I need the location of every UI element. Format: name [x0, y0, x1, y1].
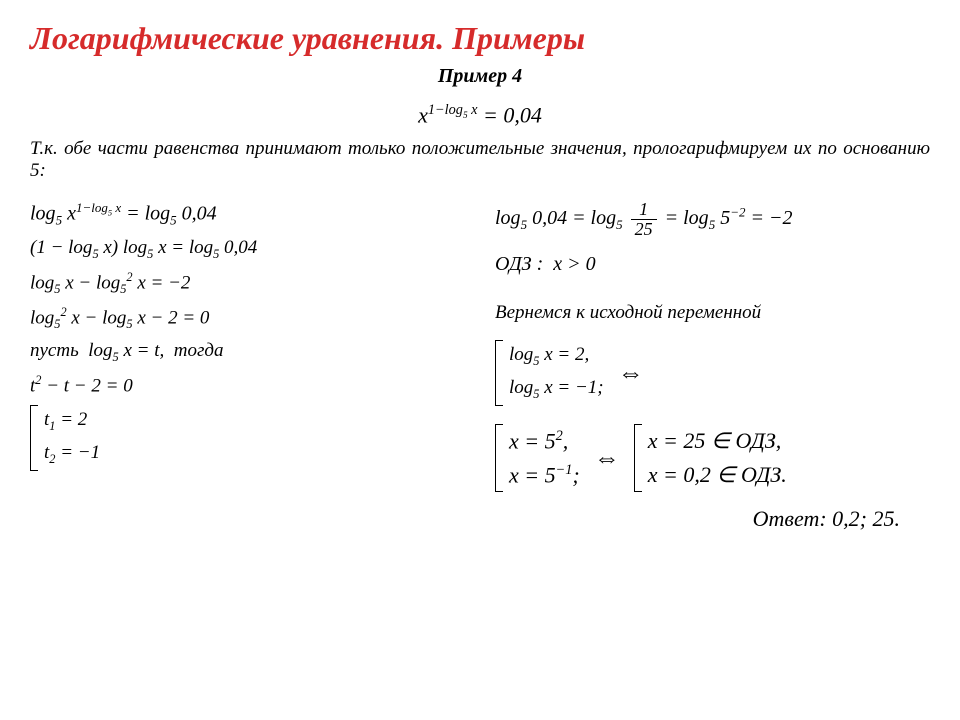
back-to-original-label: Вернемся к исходной переменной [495, 302, 930, 324]
explanation-text: Т.к. обе части равенства принимают тольк… [30, 138, 930, 182]
example-number: Пример 4 [30, 65, 930, 88]
answer-case-2: x = 0,2 ∈ ОДЗ. [648, 462, 787, 488]
quadratic-eq: t2 − t − 2 = 0 [30, 373, 465, 397]
log-system-row: log5 x = 2, log5 x = −1; ⇔ [495, 332, 930, 414]
eq-expand: (1 − log5 x) log5 x = log5 0,04 [30, 237, 465, 262]
page-title: Логарифмические уравнения. Примеры [30, 20, 930, 57]
eq-log-both-sides: log5 x1−log5 x = log5 0,04 [30, 200, 465, 229]
x-system-row: x = 52, x = 5−1; ⇔ x = 25 ∈ ОДЗ, x = 0,2… [495, 424, 930, 493]
t-roots: t1 = 2 t2 = −1 [30, 405, 465, 471]
eq-log-004: log5 0,04 = log5 125 = log5 5−2 = −2 [495, 200, 930, 239]
main-equation: x1−log5 x = 0,04 [30, 102, 930, 128]
x-case-2: x = 5−1; [509, 462, 580, 488]
log-case-1: log5 x = 2, [509, 344, 604, 369]
iff-icon: ⇔ [618, 358, 644, 388]
two-column-layout: log5 x1−log5 x = log5 0,04 (1 − log5 x) … [30, 192, 930, 492]
log-case-2: log5 x = −1; [509, 377, 604, 402]
right-column: log5 0,04 = log5 125 = log5 5−2 = −2 ОДЗ… [495, 192, 930, 492]
eq-simplify-2: log52 x − log5 x − 2 = 0 [30, 305, 465, 332]
x-case-1: x = 52, [509, 428, 580, 454]
substitution-label: пусть log5 x = t, тогда [30, 340, 465, 365]
odz: ОДЗ : x > 0 [495, 253, 930, 276]
iff-icon: ⇔ [594, 443, 620, 473]
final-answer: Ответ: 0,2; 25. [30, 506, 930, 532]
t-root-1: t1 = 2 [44, 409, 100, 434]
answer-case-1: x = 25 ∈ ОДЗ, [648, 428, 787, 454]
left-column: log5 x1−log5 x = log5 0,04 (1 − log5 x) … [30, 192, 465, 492]
t-root-2: t2 = −1 [44, 442, 100, 467]
eq-simplify-1: log5 x − log52 x = −2 [30, 270, 465, 297]
